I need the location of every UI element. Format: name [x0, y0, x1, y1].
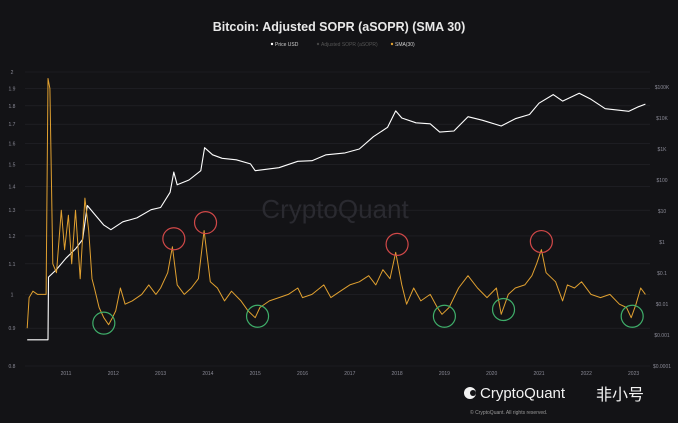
- right-tick-label: $0.001: [654, 333, 670, 339]
- left-tick-label: 1.9: [9, 86, 16, 92]
- left-tick-label: 1.5: [9, 162, 16, 168]
- price-line: [27, 92, 646, 341]
- right-tick-label: $1K: [658, 147, 668, 153]
- right-tick-label: $0.01: [656, 302, 669, 308]
- legend-marker: [390, 42, 394, 46]
- x-tick-label: 2018: [392, 371, 403, 377]
- right-tick-label: $0.1: [657, 271, 667, 277]
- legend-item[interactable]: Adjusted SOPR (aSOPR): [321, 42, 378, 48]
- left-tick-label: 1.7: [9, 122, 16, 128]
- footer-copyright: © CryptoQuant. All rights reserved.: [470, 409, 547, 416]
- top-marker-circle: [529, 229, 553, 254]
- x-tick-label: 2013: [155, 371, 166, 377]
- x-tick-label: 2019: [439, 371, 450, 377]
- left-tick-label: 1.1: [9, 262, 16, 268]
- x-tick-label: 2022: [581, 371, 592, 377]
- right-tick-label: $10: [658, 209, 667, 215]
- annotation-circles: [92, 210, 644, 335]
- footer-logo: CryptoQuant 非小号 © CryptoQuant. All right…: [464, 385, 644, 416]
- top-marker-circle: [385, 232, 409, 256]
- x-tick-label: 2021: [533, 371, 544, 377]
- bottom-marker-circle: [92, 311, 116, 335]
- right-tick-label: $10K: [656, 116, 668, 122]
- x-tick-label: 2016: [297, 371, 308, 377]
- right-tick-label: $1: [659, 240, 665, 246]
- x-tick-label: 2020: [486, 371, 497, 377]
- footer-overlay-text: 非小号: [596, 386, 644, 404]
- left-tick-label: 1.8: [9, 104, 16, 110]
- top-marker-circle: [193, 210, 218, 235]
- footer-logo-text: CryptoQuant: [480, 385, 566, 402]
- chart-title: Bitcoin: Adjusted SOPR (aSOPR) (SMA 30): [213, 20, 466, 34]
- right-tick-label: $100: [656, 178, 667, 184]
- legend: Price USD Adjusted SOPR (aSOPR) SMA(30): [270, 42, 415, 48]
- bottom-marker-circle: [620, 304, 644, 328]
- series-lines: [26, 78, 646, 341]
- legend-item[interactable]: Price USD: [275, 42, 299, 48]
- x-tick-label: 2011: [61, 371, 72, 377]
- legend-marker: [316, 42, 320, 46]
- gridlines: [25, 71, 650, 367]
- bottom-marker-circle: [491, 297, 516, 322]
- x-tick-label: 2023: [628, 371, 639, 377]
- cryptoquant-logo-icon-cutout: [470, 390, 476, 396]
- right-axis-ticks: $100K $10K $1K $100 $10 $1 $0.1 $0.01 $0.001 $0.0…: [653, 85, 671, 370]
- x-tick-label: 2014: [202, 371, 213, 377]
- top-marker-circle: [162, 227, 186, 251]
- left-tick-label: 1.3: [9, 208, 16, 214]
- legend-marker: [270, 42, 274, 46]
- left-tick-label: 2: [11, 70, 14, 76]
- left-tick-label: 1.2: [9, 234, 16, 240]
- watermark: CryptoQuant: [261, 194, 409, 224]
- left-tick-label: 0.9: [9, 326, 16, 332]
- left-tick-label: 1.6: [9, 142, 16, 148]
- right-tick-label: $0.0001: [653, 364, 671, 370]
- left-axis-ticks: 2 1.9 1.8 1.7 1.6 1.5 1.4 1.3 1.2 1.1 1 0.9 0.8: [9, 70, 16, 370]
- left-tick-label: 1: [11, 292, 14, 298]
- left-tick-label: 0.8: [9, 364, 16, 370]
- bottom-marker-circle: [245, 304, 270, 328]
- right-tick-label: $100K: [655, 85, 670, 91]
- left-tick-label: 1.4: [9, 184, 16, 190]
- sma30-line: [26, 78, 646, 329]
- x-tick-label: 2017: [344, 371, 355, 377]
- x-tick-label: 2015: [250, 371, 261, 377]
- bottom-marker-circle: [432, 304, 456, 328]
- x-axis-ticks: 2011 2012 2013 2014 2015 2016 2017 2018 2019 2020…: [61, 371, 640, 377]
- legend-item[interactable]: SMA(30): [395, 42, 415, 48]
- x-tick-label: 2012: [108, 371, 119, 377]
